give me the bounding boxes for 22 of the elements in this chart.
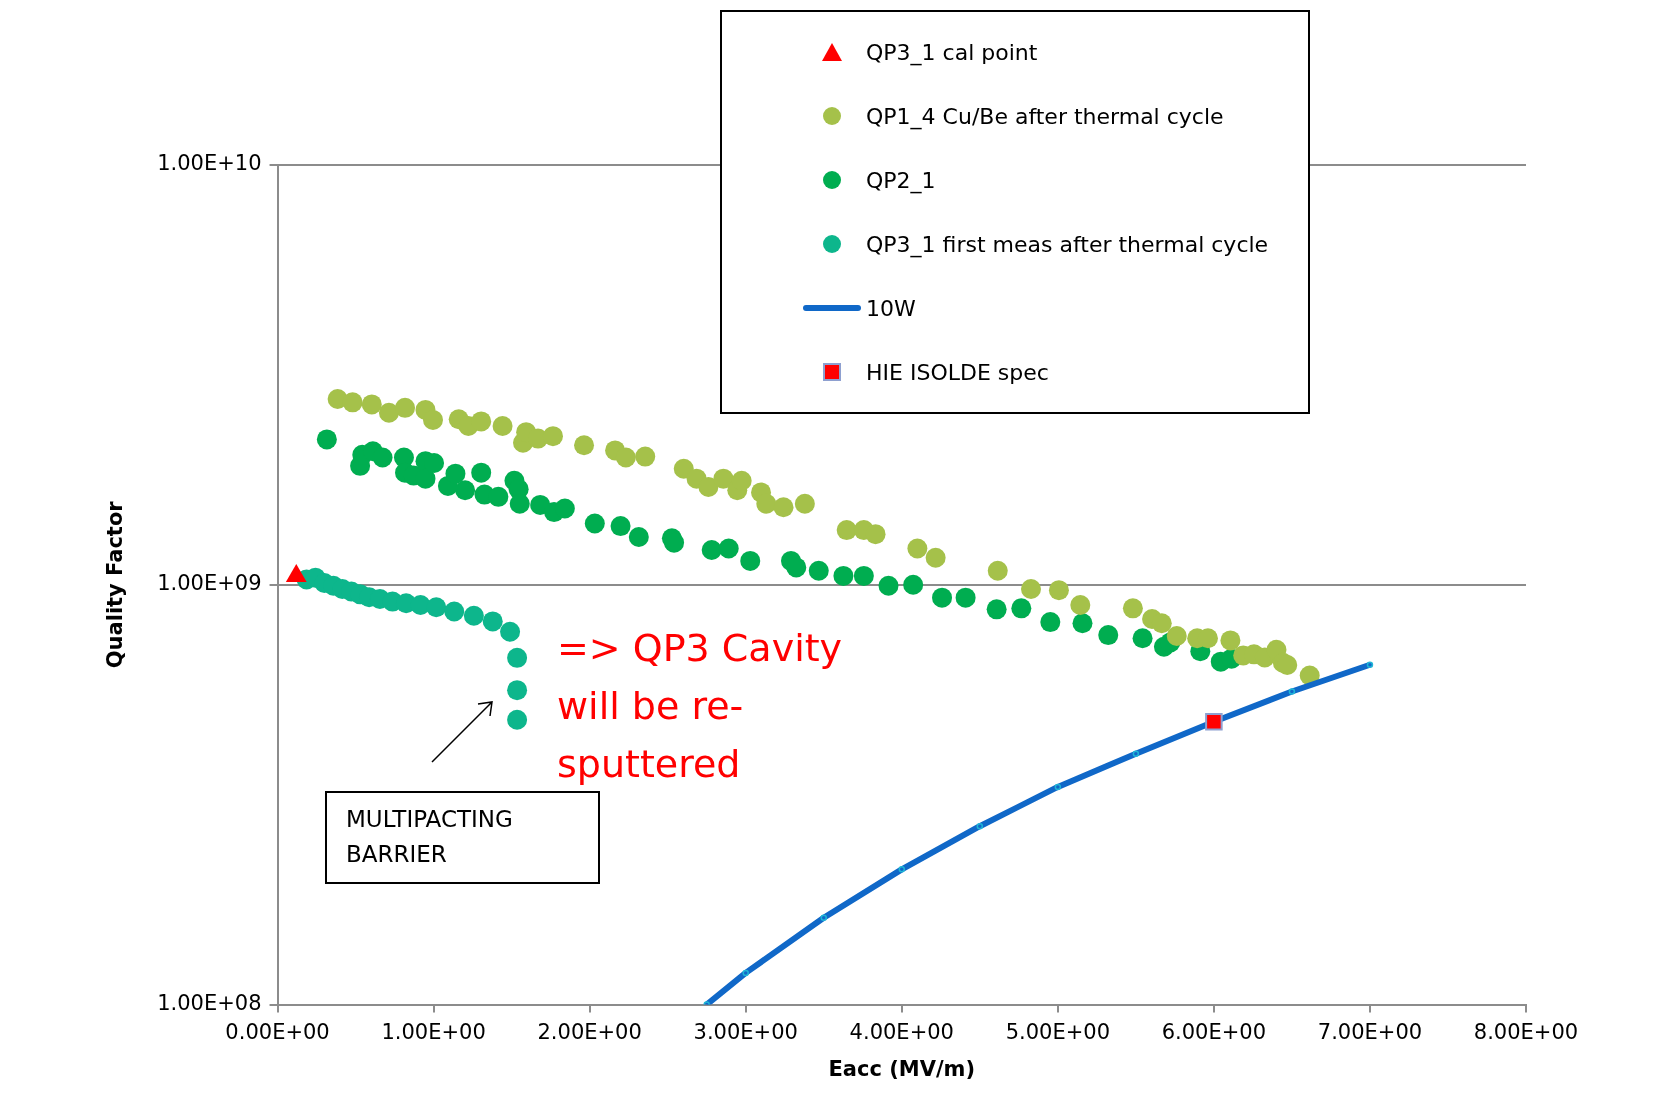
x-axis-title: Eacc (MV/m) [828,1056,976,1081]
x-tick-label: 6.00E+00 [1161,1019,1267,1044]
y-tick-label: 1.00E+09 [157,571,262,596]
y-tick-label: 1.00E+10 [157,151,262,176]
legend-label: HIE ISOLDE spec [866,359,1049,385]
x-tick-label: 5.00E+00 [1005,1019,1110,1044]
x-tick-label: 4.00E+00 [849,1019,954,1044]
x-tick-label: 0.00E+00 [225,1019,330,1044]
x-tick-label: 3.00E+00 [693,1019,798,1044]
legend-label: QP2_1 [866,167,936,193]
legend-label: QP3_1 cal point [866,39,1038,65]
x-tick-label: 8.00E+00 [1473,1019,1579,1044]
y-axis-title: Quality Factor [103,500,128,669]
legend-label: 10W [866,295,916,321]
x-tick-label: 1.00E+00 [381,1019,486,1044]
annotation: => QP3 Cavity will be re-sputtered [557,625,843,786]
legend-label: QP1_4 Cu/Be after thermal cycle [866,103,1224,129]
x-tick-label: 2.00E+00 [537,1019,642,1044]
x-tick-label: 7.00E+00 [1317,1019,1423,1044]
legend-label: QP3_1 first meas after thermal cycle [866,231,1269,257]
annotation: MULTIPACTING BARRIER [346,805,513,867]
y-tick-label: 1.00E+08 [157,991,262,1016]
